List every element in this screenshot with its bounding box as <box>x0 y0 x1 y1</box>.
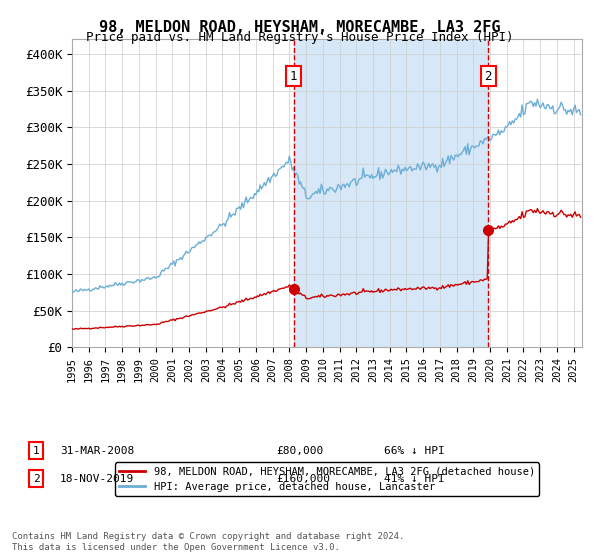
Text: Price paid vs. HM Land Registry's House Price Index (HPI): Price paid vs. HM Land Registry's House … <box>86 31 514 44</box>
Bar <box>293 39 488 347</box>
Text: 2: 2 <box>32 474 40 484</box>
Legend: 98, MELDON ROAD, HEYSHAM, MORECAMBE, LA3 2FG (detached house), HPI: Average pric: 98, MELDON ROAD, HEYSHAM, MORECAMBE, LA3… <box>115 463 539 496</box>
Text: Contains HM Land Registry data © Crown copyright and database right 2024.
This d: Contains HM Land Registry data © Crown c… <box>12 532 404 552</box>
Text: 41% ↓ HPI: 41% ↓ HPI <box>384 474 445 484</box>
Text: 2: 2 <box>484 69 492 83</box>
Text: 98, MELDON ROAD, HEYSHAM, MORECAMBE, LA3 2FG: 98, MELDON ROAD, HEYSHAM, MORECAMBE, LA3… <box>99 20 501 35</box>
Text: £80,000: £80,000 <box>276 446 323 456</box>
Text: 18-NOV-2019: 18-NOV-2019 <box>60 474 134 484</box>
Text: 66% ↓ HPI: 66% ↓ HPI <box>384 446 445 456</box>
Text: 31-MAR-2008: 31-MAR-2008 <box>60 446 134 456</box>
Text: £160,000: £160,000 <box>276 474 330 484</box>
Text: 1: 1 <box>290 69 298 83</box>
Text: 1: 1 <box>32 446 40 456</box>
